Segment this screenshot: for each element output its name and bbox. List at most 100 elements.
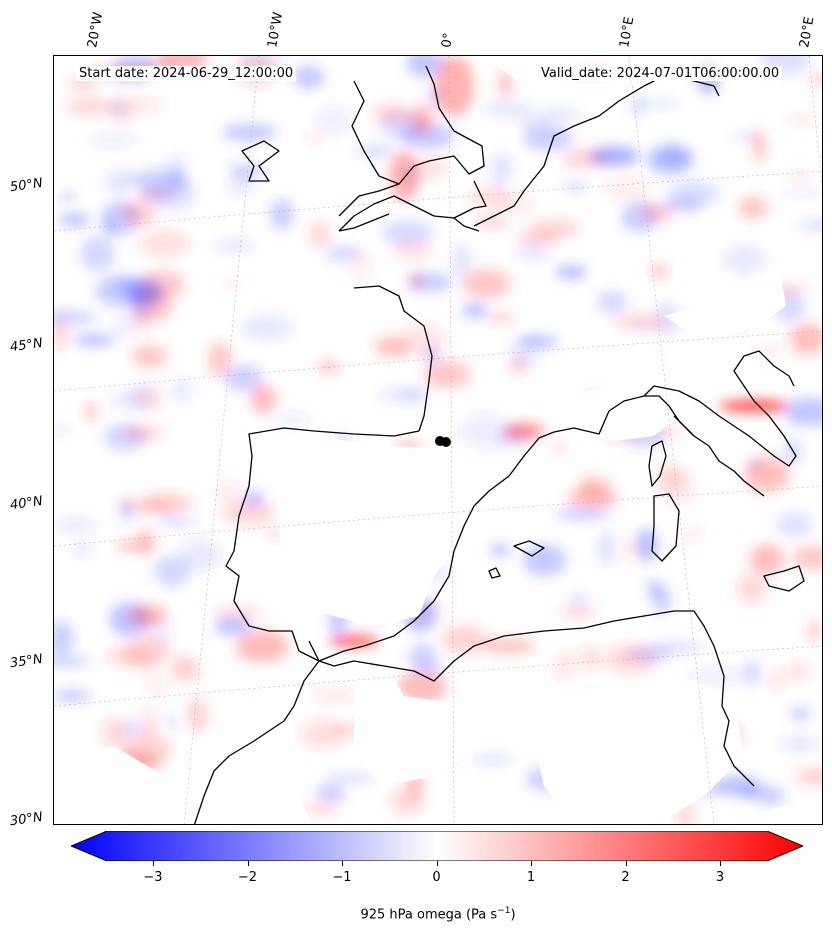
omega-cell xyxy=(411,104,434,135)
omega-cell xyxy=(488,311,513,324)
omega-cell xyxy=(141,708,158,742)
omega-feature xyxy=(434,56,474,116)
colorbar-tick-mark xyxy=(531,861,532,866)
omega-cell xyxy=(490,543,510,557)
omega-cell xyxy=(497,69,513,98)
omega-cell xyxy=(739,786,785,801)
omega-cell xyxy=(651,263,668,278)
omega-cell xyxy=(423,360,471,389)
omega-cell xyxy=(625,646,673,663)
omega-feature xyxy=(389,151,419,201)
omega-cell xyxy=(807,619,822,642)
omega-cell xyxy=(652,308,667,337)
omega-cell xyxy=(776,513,813,537)
omega-cell xyxy=(54,425,74,437)
lat-label-50n: 50°N xyxy=(9,175,44,196)
omega-cell xyxy=(116,499,173,513)
omega-cell xyxy=(325,244,362,263)
omega-cell xyxy=(790,707,811,721)
omega-cell xyxy=(759,797,790,808)
omega-cell xyxy=(794,768,822,785)
omega-cell xyxy=(452,244,471,278)
lat-label-40n: 40°N xyxy=(9,493,44,514)
omega-cell xyxy=(441,625,488,654)
omega-cell xyxy=(123,425,163,441)
omega-cell xyxy=(236,56,287,67)
omega-cell xyxy=(133,307,148,340)
omega-cell xyxy=(116,541,140,552)
omega-cell xyxy=(317,360,340,373)
omega-cell xyxy=(797,221,822,230)
colorbar-tick-mark xyxy=(720,861,721,866)
omega-cell xyxy=(551,442,567,452)
colorbar-tick-mark xyxy=(153,861,154,866)
map-panel[interactable] xyxy=(53,55,823,825)
omega-cell xyxy=(215,239,255,252)
omega-cell xyxy=(567,489,618,509)
omega-cell xyxy=(54,690,91,702)
omega-cell xyxy=(688,668,744,686)
omega-cell xyxy=(102,717,127,748)
omega-cell xyxy=(461,301,489,320)
omega-cell xyxy=(73,333,115,347)
omega-cell xyxy=(121,720,143,738)
lat-label-30n: 30°N xyxy=(9,809,44,830)
colorbar-label: 925 hPa omega (Pa s−1) xyxy=(360,906,516,923)
lon-label-20w: 20°W xyxy=(85,11,107,50)
colorbar-tick-label: 1 xyxy=(526,870,536,885)
colorbar-tick-label: −1 xyxy=(332,870,352,885)
omega-cell xyxy=(778,735,821,753)
terrain-mask xyxy=(54,56,822,824)
omega-cell xyxy=(221,280,241,288)
colorbar-tick-label: −3 xyxy=(143,870,163,885)
colorbar-tick-mark xyxy=(247,861,249,866)
omega-cell xyxy=(415,156,447,179)
omega-cell xyxy=(722,245,766,274)
omega-cell xyxy=(126,381,158,412)
omega-cell xyxy=(461,269,511,298)
lon-label-0: 0° xyxy=(439,31,457,49)
omega-cell xyxy=(61,192,75,201)
omega-cell xyxy=(787,114,818,126)
omega-cell xyxy=(214,607,264,618)
omega-cell xyxy=(146,672,168,698)
omega-cell xyxy=(235,630,289,663)
omega-cell xyxy=(222,123,277,141)
omega-cell xyxy=(603,174,651,204)
omega-cell xyxy=(769,670,786,690)
omega-field-map xyxy=(54,56,822,824)
colorbar-tick-mark xyxy=(436,861,438,866)
omega-cell xyxy=(754,343,785,361)
omega-cell xyxy=(491,153,512,188)
omega-cell xyxy=(408,272,452,293)
omega-cell xyxy=(782,438,803,466)
omega-cell xyxy=(374,336,410,357)
omega-cell xyxy=(635,528,659,562)
omega-cell xyxy=(73,540,91,556)
colorbar-tick-mark xyxy=(625,861,627,866)
omega-cell xyxy=(157,516,197,527)
omega-cell xyxy=(738,196,768,220)
omega-cell xyxy=(662,199,704,211)
omega-feature xyxy=(504,423,544,439)
omega-cell xyxy=(522,544,567,577)
lon-label-10w: 10°W xyxy=(265,11,287,50)
omega-cell xyxy=(397,670,447,704)
omega-cell xyxy=(272,412,312,427)
omega-cell xyxy=(153,556,190,587)
omega-feature xyxy=(329,635,379,647)
omega-cell xyxy=(555,264,588,280)
omega-cell xyxy=(54,621,74,656)
lat-label-45n: 45°N xyxy=(9,335,44,356)
omega-cell xyxy=(667,181,719,206)
omega-cell xyxy=(315,105,354,137)
omega-cell xyxy=(135,530,156,555)
omega-cell xyxy=(785,661,811,681)
omega-cell xyxy=(628,99,681,108)
start-date-label: Start date: 2024-06-29_12:00:00 xyxy=(76,66,297,81)
omega-cell xyxy=(221,500,276,525)
omega-cell xyxy=(792,545,822,570)
colorbar-tick-mark xyxy=(342,861,343,866)
lon-label-20e: 20°E xyxy=(797,15,818,49)
omega-cell xyxy=(559,605,595,620)
